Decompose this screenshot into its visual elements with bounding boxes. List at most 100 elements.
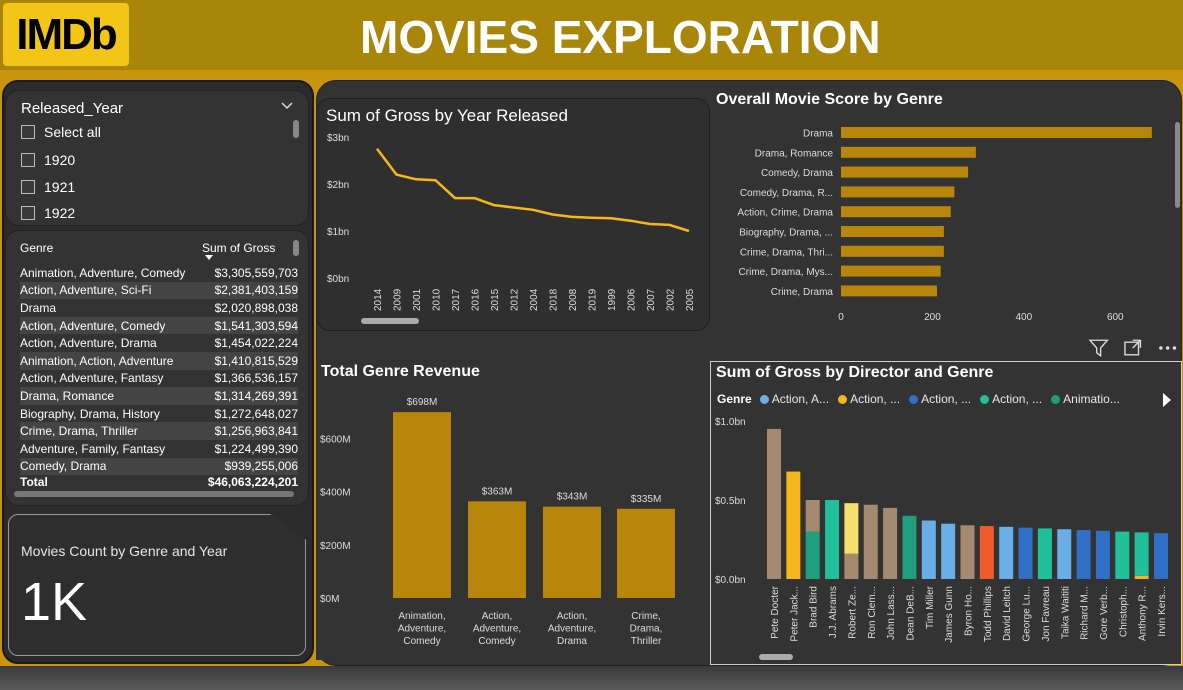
hbar-scrollbar[interactable] [1175, 122, 1180, 208]
slicer-item-select-all[interactable]: Select all [21, 124, 101, 140]
cell-gross: $1,541,303,594 [214, 318, 298, 333]
cell-genre: Adventure, Family, Fantasy [20, 441, 166, 456]
x-tick-label: 2007 [646, 288, 657, 311]
chevron-down-icon[interactable] [280, 99, 294, 113]
table-row[interactable]: Animation, Adventure, Comedy $3,305,559,7… [20, 264, 298, 282]
total-genre-revenue-chart[interactable]: Total Genre Revenue $0M $200M $400M $600M $6… [316, 360, 710, 660]
cell-gross: $1,224,499,390 [214, 441, 298, 456]
category-label: Action, [557, 611, 588, 622]
y-tick-label: $400M [320, 488, 351, 499]
y-tick-label: $200M [320, 541, 351, 552]
x-tick-label: 1999 [607, 288, 618, 311]
cell-genre: Action, Adventure, Sci-Fi [20, 283, 152, 298]
next-page-icon[interactable] [1161, 392, 1173, 408]
bottom-bar [0, 666, 1183, 690]
column-header-sum-of-gross[interactable]: Sum of Gross [202, 241, 276, 255]
table-row[interactable]: Adventure, Family, Fantasy $1,224,499,390 [20, 440, 298, 458]
sort-desc-icon [205, 255, 213, 260]
checkbox[interactable] [21, 180, 35, 194]
table-row[interactable]: Comedy, Drama $939,255,006 [20, 457, 298, 476]
cell-total-label: Total [20, 474, 48, 489]
gross-by-year-line-chart[interactable]: Sum of Gross by Year Released $0bn $1bn $2… [316, 98, 710, 331]
slicer-item[interactable]: 1920 [21, 152, 75, 168]
chart-title: Total Genre Revenue [321, 363, 480, 380]
legend-item[interactable]: Action, ... [980, 392, 1042, 406]
table-row[interactable]: Animation, Action, Adventure $1,410,815,5… [20, 352, 298, 370]
category-label: Comedy, Drama, R... [740, 188, 833, 199]
director-label: J.J. Abrams [828, 586, 839, 638]
table-row[interactable]: Drama $2,020,898,038 [20, 299, 298, 317]
focus-mode-icon[interactable] [1123, 338, 1142, 358]
legend-item[interactable]: Action, A... [759, 392, 830, 406]
director-chart-svg: $0.0bn $0.5bn $1.0bn Pete Docter Peter Jack.… [715, 417, 1168, 643]
score-bar [841, 166, 969, 178]
chart-title: Sum of Gross by Director and Genre [716, 364, 994, 381]
cell-genre: Animation, Adventure, Comedy [20, 265, 186, 280]
slicer-item[interactable]: 1921 [21, 179, 75, 195]
slicer-scrollbar[interactable] [293, 120, 299, 138]
director-label: Pete Docter [770, 585, 781, 638]
legend-label: Animatio... [1063, 392, 1120, 406]
slicer-item[interactable]: 1922 [21, 205, 75, 221]
x-tick-label: 200 [924, 312, 941, 323]
legend-dot [980, 394, 990, 404]
table-vscroll[interactable] [293, 240, 299, 256]
legend-dot [909, 394, 919, 404]
legend-title: Genre [717, 392, 752, 406]
filter-icon[interactable] [1088, 338, 1109, 358]
legend-item[interactable]: Action, ... [909, 392, 971, 406]
cell-genre: Drama [20, 300, 57, 315]
gross-bar-segment [825, 500, 840, 579]
line-chart-scrollbar[interactable] [361, 318, 419, 324]
director-chart-scrollbar[interactable] [759, 654, 793, 660]
score-by-genre-bar-chart[interactable]: Overall Movie Score by Genre Drama Drama,… [710, 84, 1182, 332]
year-slicer[interactable]: Released_Year Select all 1920 1921 1922 [5, 90, 309, 226]
category-label: Drama, [630, 624, 663, 635]
category-label: Crime, [631, 611, 660, 622]
y-tick-label: $0.0bn [715, 575, 746, 586]
table-row[interactable]: Drama, Romance $1,314,269,391 [20, 387, 298, 405]
table-hscroll[interactable] [14, 491, 294, 497]
y-tick-label: $3bn [327, 133, 349, 144]
table-row[interactable]: Action, Adventure, Drama $1,454,022,224 [20, 334, 298, 352]
director-label: David Leitch [1002, 586, 1013, 641]
category-label: Comedy [478, 636, 515, 647]
director-label: Robert Ze... [847, 586, 858, 639]
table-row[interactable]: Action, Adventure, Fantasy $1,366,536,157 [20, 370, 298, 388]
gross-bar-segment [902, 515, 917, 579]
legend-item[interactable]: Action, ... [838, 392, 900, 406]
more-options-icon[interactable] [1157, 338, 1178, 358]
category-label: Thriller [631, 636, 662, 647]
x-tick-label: 2006 [627, 288, 638, 311]
gross-bar-segment [1076, 530, 1091, 579]
category-label: Crime, Drama, Mys... [739, 267, 833, 278]
column-header-genre[interactable]: Genre [20, 241, 54, 255]
checkbox[interactable] [21, 153, 35, 167]
gross-bar-segment [960, 525, 975, 579]
director-label: Irvin Kers... [1157, 586, 1168, 637]
legend-dot [838, 394, 848, 404]
category-label: Comedy [403, 636, 440, 647]
x-tick-label: 2010 [432, 288, 443, 311]
category-label: Adventure, [548, 624, 596, 635]
gross-bar-segment [805, 500, 820, 532]
director-label: Christoph... [1118, 586, 1129, 637]
legend-label: Action, A... [771, 392, 830, 406]
checkbox[interactable] [21, 206, 35, 220]
table-row[interactable]: Biography, Drama, History $1,272,648,027 [20, 405, 298, 423]
checkbox[interactable] [21, 125, 35, 139]
table-row[interactable]: Crime, Drama, Thriller $1,256,963,841 [20, 422, 298, 440]
gross-bar-segment [1154, 533, 1168, 579]
director-label: Taika Waititi [1060, 586, 1071, 639]
table-row[interactable]: Action, Adventure, Comedy $1,541,303,594 [20, 316, 298, 335]
cell-gross: $2,020,898,038 [214, 300, 298, 315]
legend-item[interactable]: Animatio... [1051, 392, 1120, 406]
gross-by-director-chart[interactable]: Sum of Gross by Director and Genre Genre… [710, 361, 1182, 665]
y-tick-label: $2bn [327, 180, 349, 191]
legend-label: Action, ... [850, 392, 901, 406]
score-bar [841, 265, 941, 277]
score-bar [841, 146, 976, 158]
table-row[interactable]: Action, Adventure, Sci-Fi $2,381,403,159 [20, 281, 298, 300]
x-tick-label: 2001 [412, 288, 423, 311]
cell-genre: Animation, Action, Adventure [20, 353, 174, 368]
